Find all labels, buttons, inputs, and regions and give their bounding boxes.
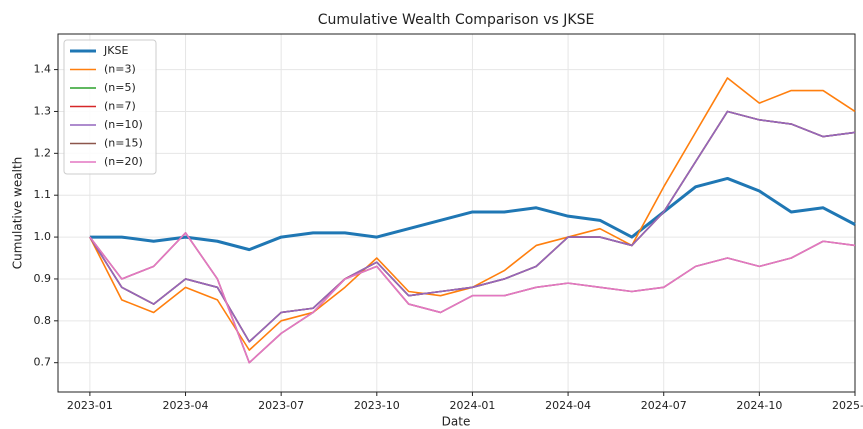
x-tick-label: 2024-10 bbox=[736, 399, 782, 412]
legend-label: JKSE bbox=[103, 44, 128, 57]
y-tick-label: 1.0 bbox=[34, 230, 52, 243]
y-tick-label: 1.4 bbox=[34, 63, 52, 76]
legend-box bbox=[63, 39, 157, 175]
y-tick-label: 1.1 bbox=[34, 188, 52, 201]
series-line bbox=[89, 232, 856, 364]
plot-frame bbox=[57, 33, 856, 393]
x-tick-label: 2024-07 bbox=[641, 399, 687, 412]
x-tick-label: 2023-01 bbox=[67, 399, 113, 412]
legend-label: (n=7) bbox=[104, 100, 136, 113]
legend-label: (n=20) bbox=[104, 155, 143, 168]
x-tick-label: 2023-07 bbox=[258, 399, 304, 412]
series-line bbox=[89, 176, 856, 252]
y-tick-label: 0.7 bbox=[34, 356, 52, 369]
x-tick-label: 2025-01 bbox=[832, 399, 863, 412]
legend: JKSE (n=3) (n=5) (n=7) (n=10) (n=15) (n=20) bbox=[63, 39, 157, 175]
y-axis-label: Cumulative wealth bbox=[11, 157, 25, 270]
x-axis-label: Date bbox=[442, 415, 471, 429]
y-tick-label: 0.9 bbox=[34, 272, 52, 285]
y-tick-label: 1.2 bbox=[34, 146, 52, 159]
x-tick-label: 2024-04 bbox=[545, 399, 591, 412]
y-tick-label: 1.3 bbox=[34, 104, 52, 117]
x-tick-label: 2023-04 bbox=[163, 399, 209, 412]
x-tick-label: 2024-01 bbox=[449, 399, 495, 412]
y-tick-label: 0.8 bbox=[34, 314, 52, 327]
x-tick-label: 2023-10 bbox=[354, 399, 400, 412]
chart-title: Cumulative Wealth Comparison vs JKSE bbox=[318, 12, 595, 28]
legend-label: (n=3) bbox=[104, 63, 136, 76]
legend-label: (n=15) bbox=[104, 137, 143, 150]
legend-label: (n=5) bbox=[104, 81, 136, 94]
series-line bbox=[89, 110, 856, 343]
legend-label: (n=10) bbox=[104, 118, 143, 131]
